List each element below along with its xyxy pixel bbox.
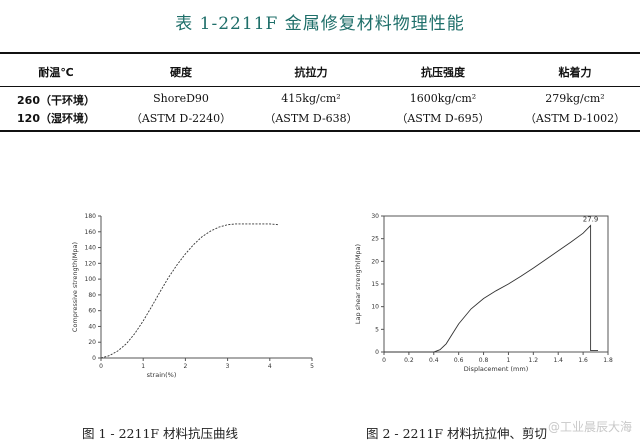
- compressive-strength-chart: 0 20 40 60 80 100 120 140 160 180 0 1 2 3 4 5 strain(%) C…: [71, 213, 314, 379]
- y-tick-label: 0: [92, 355, 96, 362]
- y-tick-label: 100: [85, 276, 97, 283]
- x-tick-label: 0: [99, 363, 103, 370]
- table-header-rule: [0, 86, 640, 87]
- y-tick-label: 15: [371, 281, 379, 288]
- x-tick-label: 1.8: [603, 357, 613, 364]
- x-tick-label: 5: [310, 363, 314, 370]
- header-hardness: 硬度: [170, 66, 192, 79]
- table-cell-r2-compressive-std: （ASTM D-695）: [396, 112, 490, 125]
- x-tick-label: 2: [183, 363, 187, 370]
- table-cell-r1-temperature: 260（干环境）: [17, 94, 95, 107]
- page-title: 表 1-2211F 金属修复材料物理性能: [175, 14, 465, 34]
- figure-1-caption: 图 1 - 2211F 材料抗压曲线: [82, 426, 239, 441]
- y-tick-label: 180: [85, 213, 97, 220]
- y-tick-label: 60: [88, 308, 96, 315]
- y-tick-label: 160: [85, 229, 97, 236]
- x-tick-label: 0.4: [429, 357, 439, 364]
- y-tick-label: 0: [375, 349, 379, 356]
- table-cell-r1-tensile: 415kg/cm²: [281, 92, 341, 105]
- table-cell-r2-hardness-std: （ASTM D-2240）: [130, 112, 232, 125]
- table-cell-r1-hardness: ShoreD90: [153, 92, 209, 105]
- x-tick-label: 0.2: [404, 357, 414, 364]
- y-axis-title: Lap shear strength(Mpa): [354, 244, 362, 324]
- x-tick-label: 1.6: [578, 357, 588, 364]
- watermark: @工业晨辰大海: [547, 420, 632, 434]
- y-tick-label: 30: [371, 213, 379, 220]
- y-tick-label: 25: [371, 236, 379, 243]
- table-cell-r2-temperature: 120（湿环境）: [17, 112, 95, 125]
- data-label: 27.9: [583, 216, 599, 224]
- x-tick-label: 0: [382, 357, 386, 364]
- figure-2-caption: 图 2 - 2211F 材料抗拉伸、剪切: [366, 426, 548, 441]
- header-compressive: 抗压强度: [421, 66, 465, 79]
- x-tick-label: 4: [268, 363, 272, 370]
- y-tick-label: 20: [88, 339, 96, 346]
- data-series-line: [384, 224, 598, 353]
- header-temperature: 耐温℃: [38, 66, 74, 79]
- plot-frame: [383, 215, 609, 353]
- y-tick-label: 80: [88, 292, 96, 299]
- header-tensile: 抗拉力: [294, 66, 328, 79]
- table-cell-r2-adhesion-std: （ASTM D-1002）: [524, 112, 626, 125]
- y-tick-label: 5: [375, 326, 379, 333]
- y-tick-label: 40: [88, 323, 96, 330]
- x-tick-label: 1.4: [553, 357, 563, 364]
- y-axis-title: Compressive strength(Mpa): [71, 242, 79, 332]
- data-series-line: [100, 223, 279, 359]
- table-bottom-rule: [0, 130, 640, 132]
- x-axis-title: strain(%): [147, 371, 177, 379]
- x-tick-label: 1: [141, 363, 145, 370]
- lap-shear-chart: 0 5 10 15 20 25 30 0 0.2 0.4 0.6 0.8 1 1.2 1.4 1.6 1.8 Di…: [354, 213, 613, 373]
- x-tick-label: 1.2: [529, 357, 539, 364]
- y-tick-label: 120: [85, 260, 97, 267]
- table-top-rule: [0, 52, 640, 54]
- x-axis-title: Displacement (mm): [464, 365, 529, 373]
- table-cell-r1-compressive: 1600kg/cm²: [409, 92, 477, 105]
- y-tick-label: 10: [371, 304, 379, 311]
- x-tick-label: 1: [507, 357, 511, 364]
- x-tick-label: 3: [226, 363, 230, 370]
- x-tick-label: 0.6: [454, 357, 464, 364]
- header-adhesion: 粘着力: [558, 66, 592, 79]
- table-cell-r1-adhesion: 279kg/cm²: [545, 92, 605, 105]
- y-tick-label: 20: [371, 258, 379, 265]
- y-tick-label: 140: [85, 245, 97, 252]
- x-tick-label: 0.8: [479, 357, 489, 364]
- table-cell-r2-tensile-std: （ASTM D-638）: [264, 112, 358, 125]
